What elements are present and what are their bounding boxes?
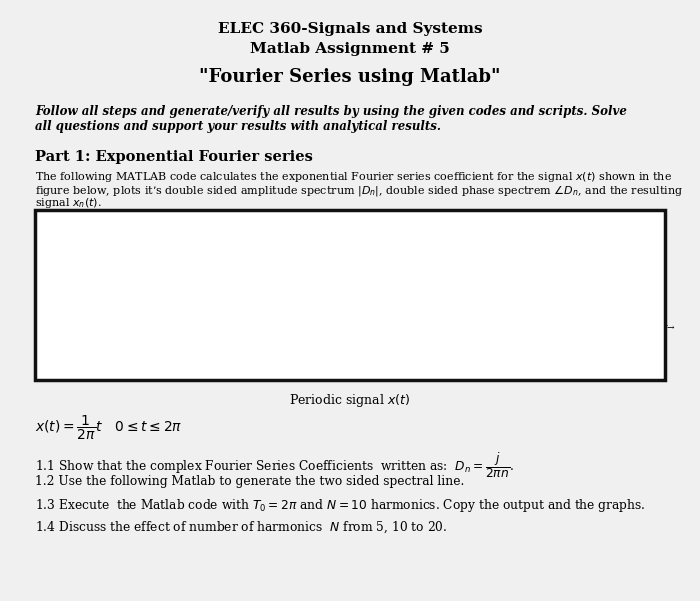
Text: 1: 1 [351, 229, 357, 238]
Text: -4π: -4π [190, 339, 205, 348]
Text: ELEC 360-Signals and Systems: ELEC 360-Signals and Systems [218, 22, 482, 36]
Text: 8π: 8π [639, 339, 651, 348]
Text: Follow all steps and generate/verify all results by using the given codes and sc: Follow all steps and generate/verify all… [35, 105, 627, 118]
Text: all questions and support your results with analytical results.: all questions and support your results w… [35, 120, 441, 133]
Text: Periodic signal $\mathit{x}(t)$: Periodic signal $\mathit{x}(t)$ [289, 392, 411, 409]
Text: 1.1 Show that the complex Fourier Series Coefficients  written as:  $D_n = \dfra: 1.1 Show that the complex Fourier Series… [35, 450, 514, 480]
Text: Part 1: Exponential Fourier series: Part 1: Exponential Fourier series [35, 150, 313, 164]
Text: 4π: 4π [490, 339, 502, 348]
Text: Matlab Assignment # 5: Matlab Assignment # 5 [250, 42, 450, 56]
Text: "Fourier Series using Matlab": "Fourier Series using Matlab" [199, 68, 500, 86]
Text: -2π: -2π [265, 339, 280, 348]
Text: signal $x_n(t)$.: signal $x_n(t)$. [35, 196, 101, 210]
Text: 6π: 6π [565, 339, 576, 348]
Text: 1.2 Use the following Matlab to generate the two sided spectral line.: 1.2 Use the following Matlab to generate… [35, 475, 464, 488]
Text: 1.4 Discuss the effect of number of harmonics  $N$ from 5, 10 to 20.: 1.4 Discuss the effect of number of harm… [35, 520, 447, 535]
Text: The following MATLAB code calculates the exponential Fourier series coefficient : The following MATLAB code calculates the… [35, 170, 672, 184]
Text: 0: 0 [344, 339, 350, 348]
Text: $t$→: $t$→ [663, 322, 676, 332]
Text: 2π: 2π [416, 339, 428, 348]
Text: 1.3 Execute  the Matlab code with $T_0 = 2\pi$ and $N = 10$ harmonics. Copy the : 1.3 Execute the Matlab code with $T_0 = … [35, 497, 645, 514]
Text: $x(t) = \dfrac{1}{2\pi}t \quad 0 \leq t \leq 2\pi$: $x(t) = \dfrac{1}{2\pi}t \quad 0 \leq t … [35, 414, 183, 442]
Text: -6π: -6π [116, 339, 131, 348]
Text: figure below, plots it’s double sided amplitude spectrum $|D_n|$, double sided p: figure below, plots it’s double sided am… [35, 183, 683, 198]
Text: -8π: -8π [41, 339, 57, 348]
